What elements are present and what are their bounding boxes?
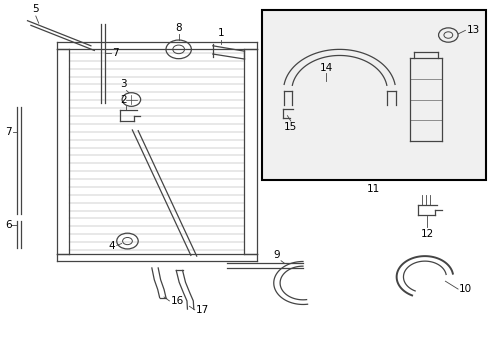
Text: 16: 16 (170, 296, 183, 306)
Text: 3: 3 (120, 80, 126, 90)
Text: 15: 15 (284, 122, 297, 132)
Text: 6: 6 (5, 220, 12, 230)
Text: 8: 8 (175, 23, 182, 32)
Bar (261, 10, 485, 180)
Text: 1: 1 (217, 28, 224, 37)
Text: 17: 17 (195, 305, 208, 315)
Text: 14: 14 (319, 63, 332, 73)
Text: 5: 5 (32, 4, 39, 14)
Text: 11: 11 (366, 184, 380, 194)
Text: 10: 10 (458, 284, 471, 294)
Text: 9: 9 (273, 250, 280, 260)
Text: 12: 12 (420, 229, 433, 239)
Text: 4: 4 (108, 241, 115, 251)
Text: 7: 7 (112, 48, 118, 58)
Text: 7: 7 (5, 127, 12, 137)
Text: 2: 2 (120, 95, 126, 105)
Text: 13: 13 (466, 24, 479, 35)
